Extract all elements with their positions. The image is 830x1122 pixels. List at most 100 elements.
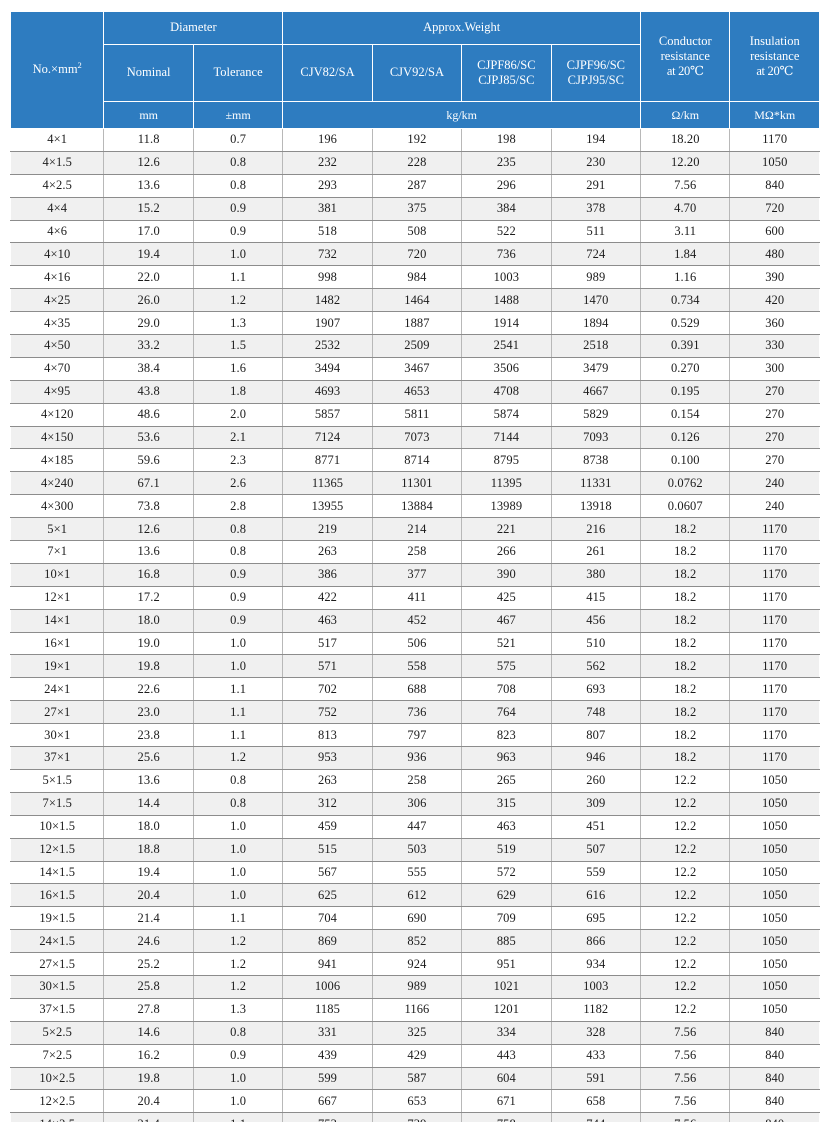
cell-weight-cjv92sa: 13884 <box>371 494 463 519</box>
cell-tolerance: 1.1 <box>192 723 284 748</box>
table-row: 12×1.5 18.8 1.0 515 503 519 507 12.2 1050 <box>9 837 820 862</box>
table-row: 4×95 43.8 1.8 4693 4653 4708 4667 0.195 270 <box>9 379 820 404</box>
cell-weight-cjv92sa: 375 <box>371 196 463 221</box>
cell-weight-cjpf86sc: 198 <box>461 128 552 152</box>
table-row: 30×1 23.8 1.1 813 797 823 807 18.2 1170 <box>9 723 820 748</box>
cell-weight-cjv82sa: 232 <box>282 150 373 175</box>
cell-size: 4×300 <box>9 494 105 519</box>
cell-weight-cjv92sa: 8714 <box>371 448 463 473</box>
header-row-subcolumns: Nominal Tolerance CJV82/SA CJV92/SA CJPF… <box>11 44 820 102</box>
cell-weight-cjv82sa: 567 <box>282 860 373 885</box>
cell-weight-cjv92sa: 736 <box>371 700 463 725</box>
cell-nominal-diameter: 12.6 <box>103 517 194 542</box>
cell-weight-cjpf96sc: 510 <box>550 631 642 656</box>
cell-weight-cjv92sa: 508 <box>371 219 463 244</box>
cell-tolerance: 1.1 <box>192 906 284 931</box>
cell-insulation-resistance: 1050 <box>729 150 820 175</box>
cell-nominal-diameter: 20.4 <box>103 1089 194 1114</box>
cell-nominal-diameter: 14.4 <box>103 791 194 816</box>
cell-size: 4×70 <box>9 356 105 381</box>
header-cell-insulation-resistance: Insulation resistance at 20℃ <box>729 11 820 102</box>
cell-tolerance: 1.0 <box>192 242 284 267</box>
cell-weight-cjv82sa: 517 <box>282 631 373 656</box>
cell-weight-cjv92sa: 1166 <box>371 997 463 1022</box>
cell-tolerance: 0.9 <box>192 219 284 244</box>
cell-insulation-resistance: 1050 <box>729 952 820 976</box>
header-stub-superscript: 2 <box>77 60 82 71</box>
cell-weight-cjpf96sc: 695 <box>550 906 642 931</box>
cable-specification-table: No.×mm2 Diameter Approx.Weight Conductor… <box>9 11 820 1122</box>
cell-weight-cjv92sa: 287 <box>371 173 463 198</box>
cell-insulation-resistance: 1170 <box>729 631 820 656</box>
cell-nominal-diameter: 19.0 <box>103 631 194 656</box>
cell-insulation-resistance: 1050 <box>729 837 820 862</box>
cell-conductor-resistance: 12.2 <box>640 860 731 885</box>
cell-weight-cjpf86sc: 1914 <box>461 311 552 336</box>
cell-insulation-resistance: 1170 <box>729 723 820 748</box>
cell-weight-cjv92sa: 7073 <box>371 425 463 450</box>
header-cell-approx-weight: Approx.Weight <box>282 11 642 45</box>
cell-weight-cjpf86sc: 390 <box>461 562 552 587</box>
cjpf86-line1: CJPF86/SC <box>477 57 536 72</box>
table-body: 4×1 11.8 0.7 196 192 198 194 18.20 1170 4×1.5 12.6… <box>9 128 820 1122</box>
cell-size: 16×1.5 <box>9 883 105 908</box>
cell-conductor-resistance: 18.2 <box>640 677 731 702</box>
table-row: 7×1.5 14.4 0.8 312 306 315 309 12.2 1050 <box>9 791 820 816</box>
cell-nominal-diameter: 53.6 <box>103 425 194 450</box>
cell-weight-cjv92sa: 797 <box>371 723 463 748</box>
cell-weight-cjv92sa: 688 <box>371 677 463 702</box>
cell-weight-cjpf86sc: 467 <box>461 608 552 633</box>
table-row: 4×16 22.0 1.1 998 984 1003 989 1.16 390 <box>9 265 820 290</box>
cell-weight-cjpf86sc: 885 <box>461 929 552 954</box>
cell-insulation-resistance: 1050 <box>729 814 820 839</box>
header-unit-mm: mm <box>103 101 194 129</box>
cell-tolerance: 1.1 <box>192 265 284 290</box>
cell-size: 4×240 <box>9 471 105 496</box>
cell-nominal-diameter: 22.0 <box>103 265 194 290</box>
cell-weight-cjv92sa: 1464 <box>371 288 463 313</box>
header-unit-ohm-per-km: Ω/km <box>640 101 731 129</box>
cell-size: 4×150 <box>9 425 105 450</box>
cell-weight-cjpf86sc: 384 <box>461 196 552 221</box>
cell-size: 7×1 <box>9 540 105 564</box>
cell-weight-cjpf86sc: 1003 <box>461 265 552 290</box>
cell-insulation-resistance: 270 <box>729 425 820 450</box>
cell-weight-cjv92sa: 306 <box>371 791 463 816</box>
cell-weight-cjv82sa: 941 <box>282 952 373 976</box>
cell-weight-cjpf86sc: 7144 <box>461 425 552 450</box>
cell-weight-cjpf86sc: 519 <box>461 837 552 862</box>
table-row: 27×1 23.0 1.1 752 736 764 748 18.2 1170 <box>9 700 820 725</box>
cell-nominal-diameter: 67.1 <box>103 471 194 496</box>
cell-weight-cjpf86sc: 315 <box>461 791 552 816</box>
cell-insulation-resistance: 1050 <box>729 883 820 908</box>
cell-tolerance: 1.0 <box>192 860 284 885</box>
cell-insulation-resistance: 270 <box>729 379 820 404</box>
cell-conductor-resistance: 12.2 <box>640 997 731 1022</box>
cell-weight-cjpf96sc: 11331 <box>550 471 642 496</box>
table-row: 4×25 26.0 1.2 1482 1464 1488 1470 0.734 420 <box>9 288 820 313</box>
cell-insulation-resistance: 1170 <box>729 517 820 542</box>
cell-tolerance: 0.8 <box>192 517 284 542</box>
cell-nominal-diameter: 43.8 <box>103 379 194 404</box>
cell-weight-cjpf96sc: 559 <box>550 860 642 885</box>
table-row: 4×4 15.2 0.9 381 375 384 378 4.70 720 <box>9 196 820 221</box>
cell-nominal-diameter: 38.4 <box>103 356 194 381</box>
cell-weight-cjv82sa: 625 <box>282 883 373 908</box>
cell-nominal-diameter: 27.8 <box>103 997 194 1022</box>
cell-weight-cjpf96sc: 748 <box>550 700 642 725</box>
cell-weight-cjv82sa: 196 <box>282 128 373 152</box>
cell-weight-cjpf86sc: 671 <box>461 1089 552 1114</box>
header-cell-cjpf96sc: CJPF96/SC CJPJ95/SC <box>550 44 642 102</box>
cell-size: 4×16 <box>9 265 105 290</box>
table-row: 10×1 16.8 0.9 386 377 390 380 18.2 1170 <box>9 562 820 587</box>
cell-conductor-resistance: 18.2 <box>640 723 731 748</box>
cell-weight-cjpf86sc: 265 <box>461 768 552 793</box>
table-row: 30×1.5 25.8 1.2 1006 989 1021 1003 12.2 1050 <box>9 974 820 999</box>
insulation-resistance-line2: resistance <box>750 48 800 63</box>
table-row: 4×185 59.6 2.3 8771 8714 8795 8738 0.100 270 <box>9 448 820 473</box>
cell-weight-cjpf86sc: 575 <box>461 654 552 679</box>
cell-weight-cjpf86sc: 1201 <box>461 997 552 1022</box>
cell-nominal-diameter: 33.2 <box>103 334 194 358</box>
cell-insulation-resistance: 390 <box>729 265 820 290</box>
cell-size: 16×1 <box>9 631 105 656</box>
